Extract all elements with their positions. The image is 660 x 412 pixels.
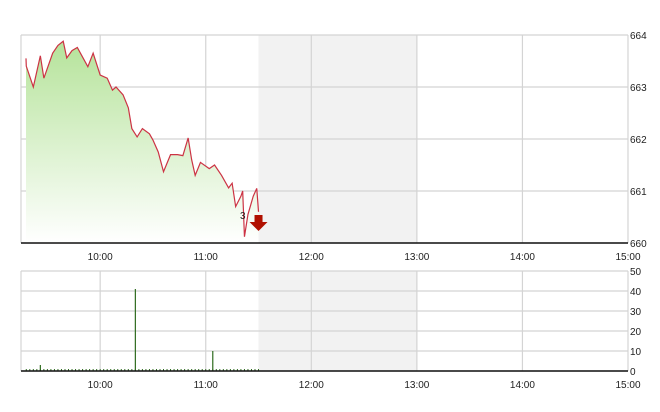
x-tick-label: 11:00 xyxy=(194,252,219,263)
price-line xyxy=(25,40,260,237)
y-tick-label: 50 xyxy=(630,267,642,278)
x-tick-label: 10:00 xyxy=(88,252,113,263)
x-tick-label: 12:00 xyxy=(299,252,324,263)
x-tick-label: 13:00 xyxy=(404,380,429,391)
y-tick-label: 664 xyxy=(630,31,647,42)
lunch-break-shade xyxy=(258,271,417,371)
x-tick-label: 10:00 xyxy=(88,380,113,391)
x-tick-label: 14:00 xyxy=(510,380,535,391)
x-tick-label: 13:00 xyxy=(404,252,429,263)
volume-panel: 0 10 20 30 40 50 10:00 11:00 12:00 13:00 14:00 15:0… xyxy=(20,267,642,391)
x-tick-label: 15:00 xyxy=(615,380,640,391)
x-tick-label: 14:00 xyxy=(510,252,535,263)
x-tick-label: 11:00 xyxy=(194,380,219,391)
y-tick-label: 30 xyxy=(630,307,642,318)
x-tick-label: 12:00 xyxy=(299,380,324,391)
x-tick-label: 15:00 xyxy=(615,252,640,263)
y-tick-label: 660 xyxy=(630,239,647,250)
marker-label: 3 xyxy=(240,211,246,222)
y-tick-label: 663 xyxy=(630,83,647,94)
down-arrow-icon xyxy=(249,215,268,231)
price-area xyxy=(26,41,259,243)
y-tick-label: 20 xyxy=(630,327,642,338)
y-tick-label: 0 xyxy=(630,367,636,378)
price-panel: 660 661 662 663 664 10:00 11:00 12:00 13:00 14:00… xyxy=(20,31,647,263)
y-tick-label: 40 xyxy=(630,287,642,298)
y-tick-label: 661 xyxy=(630,187,647,198)
y-tick-label: 10 xyxy=(630,347,642,358)
y-tick-label: 662 xyxy=(630,135,647,146)
